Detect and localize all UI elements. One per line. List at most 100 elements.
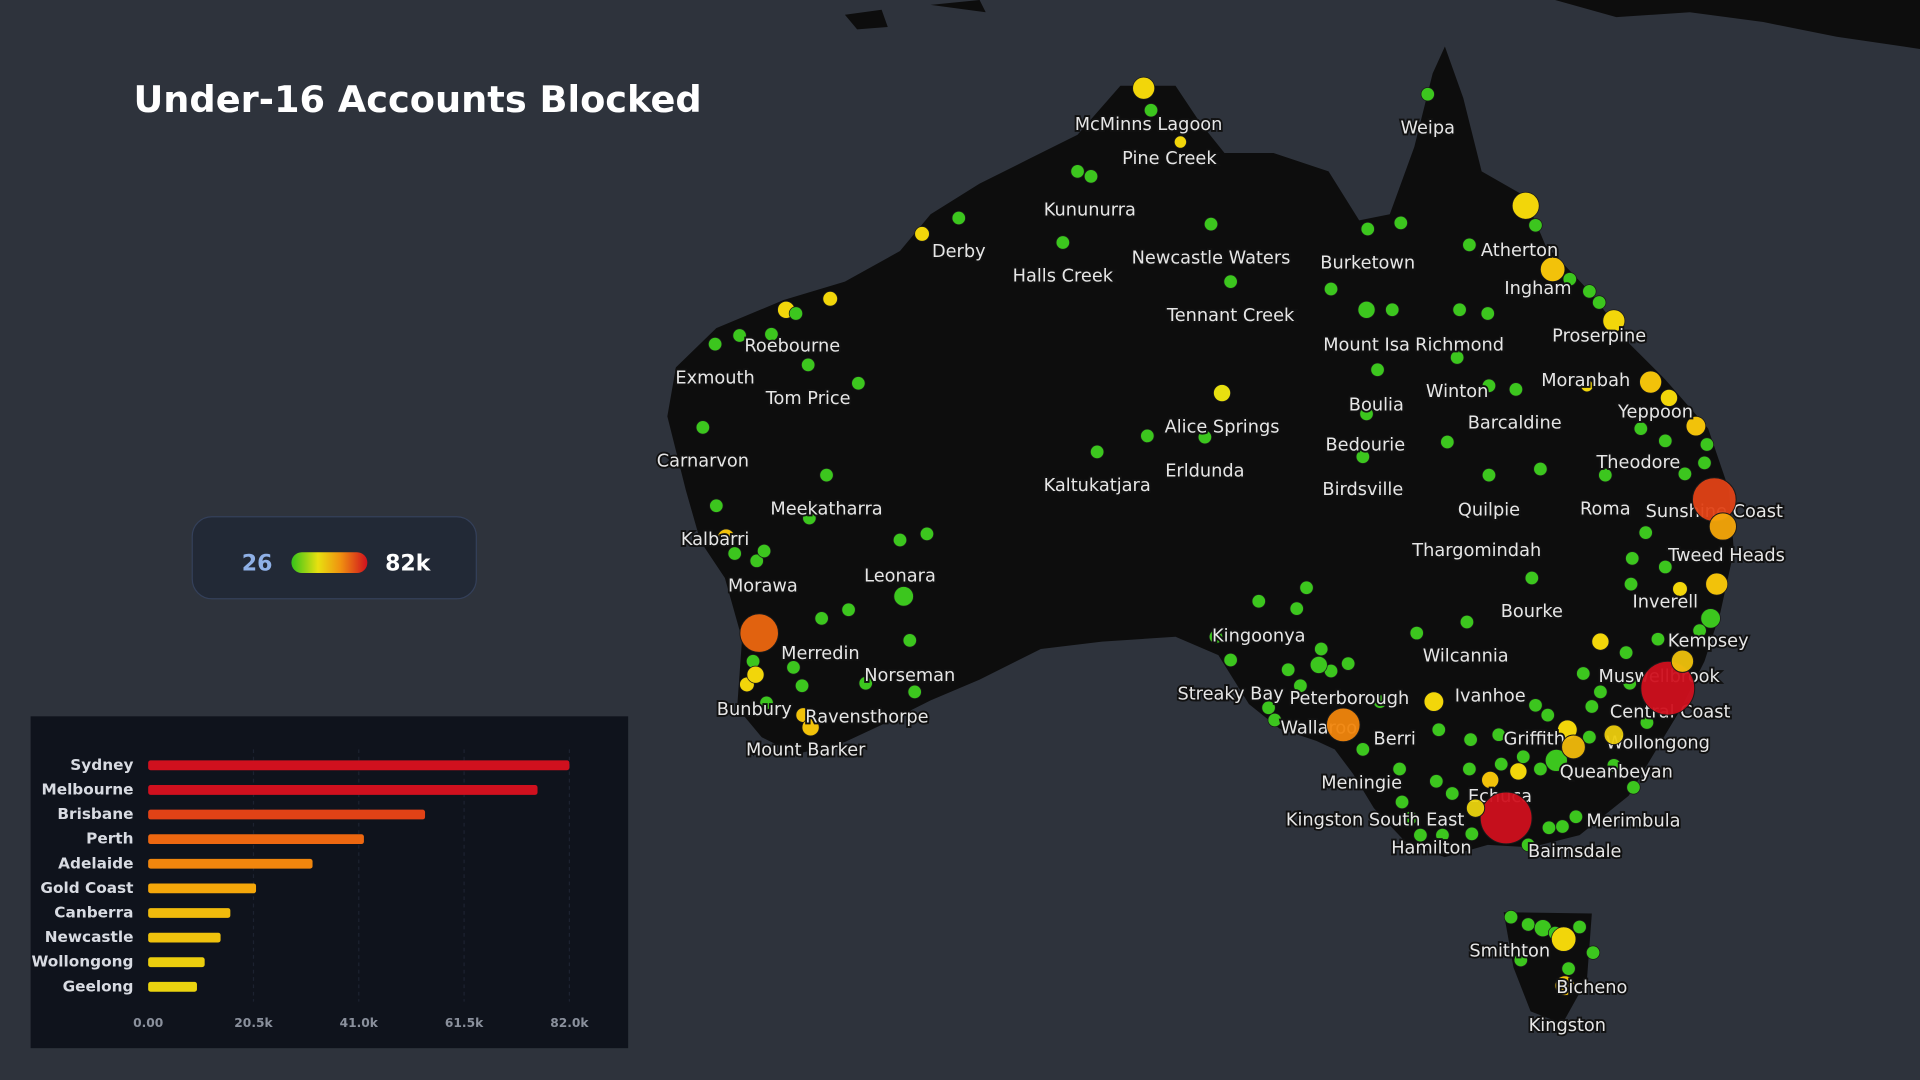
place-label: Kingston xyxy=(1529,1016,1606,1036)
place-label: Atherton xyxy=(1481,241,1558,261)
minor-marker xyxy=(1445,786,1460,801)
minor-marker xyxy=(786,660,801,675)
bar-chart: 0.00 20.5k 41.0k 61.5k 82.0k Sydney Melbourne B… xyxy=(31,749,589,1030)
minor-marker xyxy=(1323,281,1339,297)
place-label: McMinns Lagoon xyxy=(1075,115,1223,135)
minor-marker xyxy=(1699,437,1715,452)
place-label: Richmond xyxy=(1415,335,1504,355)
minor-marker xyxy=(1561,961,1576,976)
place-label: Moranbah xyxy=(1541,371,1630,391)
minor-marker xyxy=(1658,433,1673,448)
minor-markers xyxy=(695,76,1729,996)
minor-marker xyxy=(1370,362,1385,377)
minor-marker xyxy=(1677,466,1692,481)
minor-marker xyxy=(1625,551,1640,566)
minor-marker xyxy=(1435,828,1450,843)
minor-marker xyxy=(1341,656,1356,671)
category-label: Perth xyxy=(86,830,133,848)
place-label: Tweed Heads xyxy=(1667,546,1785,566)
minor-marker xyxy=(802,510,817,526)
minor-marker xyxy=(756,543,772,559)
minor-marker xyxy=(759,695,774,710)
place-label: Norseman xyxy=(864,666,955,686)
bar xyxy=(148,957,205,968)
minor-marker xyxy=(1372,694,1388,709)
bar xyxy=(148,785,538,795)
place-label: Proserpine xyxy=(1552,327,1646,347)
minor-marker xyxy=(1409,625,1424,641)
minor-marker xyxy=(801,718,820,737)
place-label: Halls Creek xyxy=(1013,267,1114,287)
bar xyxy=(148,834,364,845)
minor-marker xyxy=(1540,708,1555,723)
minor-marker xyxy=(1705,572,1729,596)
minor-marker xyxy=(1143,103,1159,118)
minor-marker xyxy=(746,665,765,684)
minor-marker xyxy=(794,678,810,693)
place-label: Thargomindah xyxy=(1411,541,1541,561)
minor-marker xyxy=(1440,434,1455,450)
minor-marker xyxy=(1431,722,1446,737)
minor-marker xyxy=(1521,837,1536,852)
minor-marker xyxy=(1355,742,1370,757)
x-tick-label: 82.0k xyxy=(550,1016,589,1030)
minor-marker xyxy=(717,528,736,547)
minor-marker xyxy=(764,327,779,342)
minor-marker xyxy=(1481,468,1497,483)
minor-marker xyxy=(1359,406,1374,421)
minor-marker xyxy=(1582,284,1597,299)
legend-max: 82k xyxy=(385,551,432,576)
place-label: Kaltukatjara xyxy=(1044,476,1151,496)
minor-marker xyxy=(1423,691,1445,712)
minor-marker xyxy=(892,532,908,548)
minor-marker xyxy=(1685,415,1707,437)
minor-marker xyxy=(1420,87,1435,102)
place-label: Bunbury xyxy=(717,700,792,720)
city-marker xyxy=(1708,512,1737,541)
minor-marker xyxy=(1293,678,1308,693)
category-label: Melbourne xyxy=(41,780,133,798)
minor-marker xyxy=(951,210,966,226)
minor-marker xyxy=(1592,295,1607,310)
minor-marker xyxy=(893,586,914,607)
x-tick-label: 0.00 xyxy=(133,1016,163,1030)
place-label: Streaky Bay xyxy=(1177,684,1283,704)
minor-marker xyxy=(732,328,747,343)
place-label: Mount Isa xyxy=(1323,335,1410,355)
place-label: Alice Springs xyxy=(1165,417,1280,437)
minor-marker xyxy=(1528,698,1543,713)
minor-marker xyxy=(1223,652,1238,668)
minor-marker xyxy=(902,633,917,648)
minor-marker xyxy=(1462,761,1477,777)
city-marker xyxy=(1670,649,1695,673)
minor-marker xyxy=(788,306,804,321)
minor-marker xyxy=(708,336,723,352)
minor-marker xyxy=(801,357,816,372)
minor-marker xyxy=(1481,378,1497,393)
minor-marker xyxy=(1516,749,1531,764)
place-label: Yeppoon xyxy=(1617,403,1693,423)
place-label: Merredin xyxy=(781,644,860,664)
minor-marker xyxy=(1524,570,1539,586)
minor-marker xyxy=(1413,828,1428,843)
minor-marker xyxy=(1638,525,1653,540)
minor-marker xyxy=(1503,910,1519,925)
minor-marker xyxy=(1582,730,1597,745)
minor-marker xyxy=(1251,594,1266,609)
category-label: Newcastle xyxy=(45,928,134,946)
minor-marker xyxy=(1385,302,1400,317)
place-label: Bicheno xyxy=(1556,978,1627,998)
place-label: Leonara xyxy=(864,567,936,587)
place-label: Newcastle Waters xyxy=(1132,248,1291,268)
bar xyxy=(148,883,257,894)
minor-marker xyxy=(709,498,724,513)
minor-marker xyxy=(1261,700,1276,715)
place-label: Griffith xyxy=(1504,730,1565,750)
minor-marker xyxy=(1208,629,1224,644)
place-label: Tom Price xyxy=(765,389,851,409)
place-label: Roma xyxy=(1580,499,1631,519)
place-label: Quilpie xyxy=(1458,501,1520,521)
minor-marker xyxy=(1626,780,1641,795)
minor-marker xyxy=(1289,601,1304,616)
place-label: Kalbarri xyxy=(681,530,750,550)
